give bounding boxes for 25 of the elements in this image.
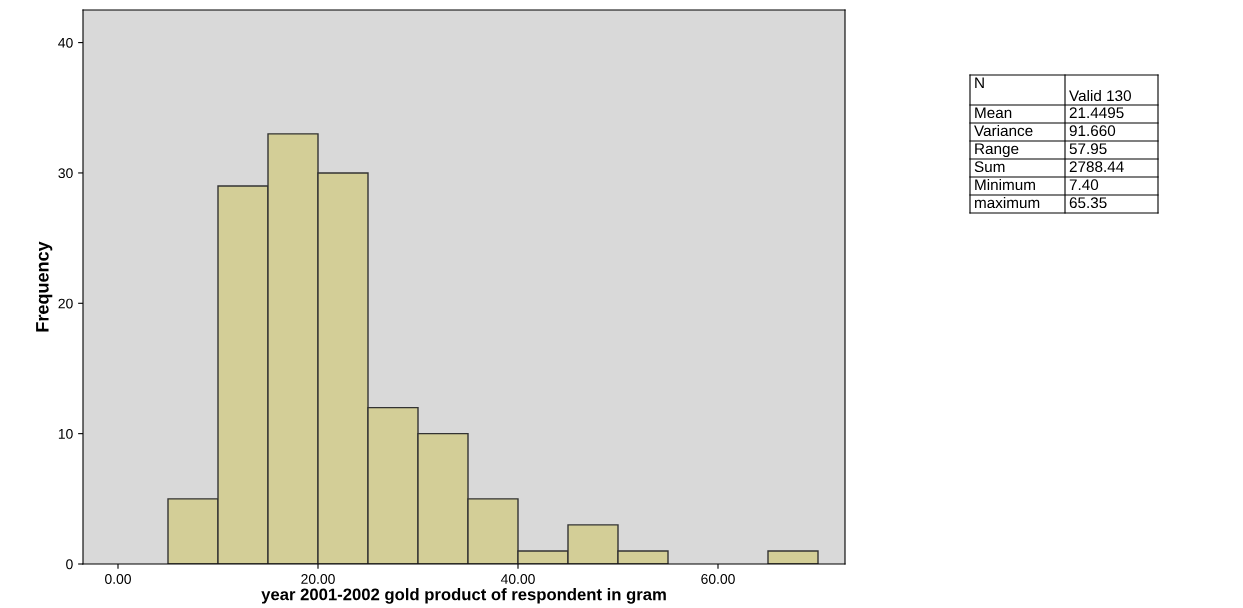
- x-tick-label: 20.00: [301, 574, 335, 584]
- text: maximum: [975, 196, 1040, 209]
- text: Mean: [975, 107, 1012, 119]
- text: Variance: [974, 124, 1033, 137]
- text: Minimum: [975, 178, 1035, 191]
- text: 57.95: [1069, 143, 1107, 155]
- text: 65.35: [1069, 197, 1107, 209]
- x-tick-label: 0.00: [105, 574, 131, 584]
- text: 7.40: [1069, 179, 1099, 191]
- text: Range: [975, 143, 1019, 158]
- x-axis-title: year 2001-2002 gold product of respondent in gram: [261, 588, 666, 604]
- text: N: [975, 77, 984, 88]
- y-tick-label: 20: [58, 298, 73, 309]
- x-tick-label: 60.00: [701, 574, 735, 584]
- text: Valid 130: [1069, 89, 1131, 102]
- y-tick-label: 0: [66, 559, 73, 570]
- y-tick-label: 10: [58, 428, 73, 439]
- text: 2788.44: [1069, 161, 1124, 173]
- y-axis-title: Frequency: [36, 241, 53, 332]
- text: Sum: [974, 161, 1005, 173]
- text: 21.4495: [1069, 107, 1124, 119]
- y-tick-label: 40: [58, 37, 73, 48]
- y-tick-label: 30: [58, 168, 73, 179]
- x-tick-label: 40.00: [500, 574, 535, 584]
- text: 91.660: [1069, 125, 1116, 137]
